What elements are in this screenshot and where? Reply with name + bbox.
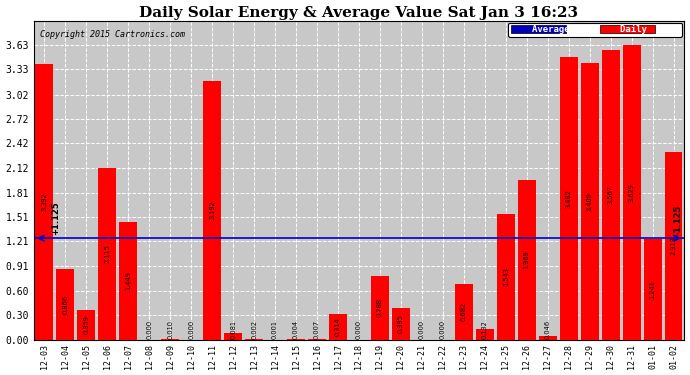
Text: 3.629: 3.629 bbox=[629, 183, 635, 202]
Bar bbox=[476, 329, 494, 340]
Bar bbox=[161, 339, 179, 340]
Title: Daily Solar Energy & Average Value Sat Jan 3 16:23: Daily Solar Energy & Average Value Sat J… bbox=[139, 6, 578, 20]
Text: 3.192: 3.192 bbox=[209, 201, 215, 219]
Text: Copyright 2015 Cartronics.com: Copyright 2015 Cartronics.com bbox=[41, 30, 186, 39]
Bar bbox=[602, 50, 620, 340]
Bar bbox=[119, 222, 137, 340]
Bar bbox=[539, 336, 557, 340]
Legend: Average  ($), Daily   ($): Average ($), Daily ($) bbox=[508, 22, 682, 37]
Text: 0.132: 0.132 bbox=[482, 320, 488, 339]
Text: 3.482: 3.482 bbox=[566, 189, 572, 208]
Text: 3.409: 3.409 bbox=[586, 192, 593, 211]
Text: 3.392: 3.392 bbox=[41, 193, 48, 211]
Bar bbox=[99, 168, 116, 340]
Text: 3.567: 3.567 bbox=[608, 185, 613, 204]
Bar bbox=[57, 269, 75, 340]
Text: 0.046: 0.046 bbox=[544, 320, 551, 339]
Text: 0.001: 0.001 bbox=[272, 320, 278, 339]
Text: 0.004: 0.004 bbox=[293, 320, 299, 339]
Text: 0.788: 0.788 bbox=[377, 298, 383, 317]
Text: 0.395: 0.395 bbox=[398, 314, 404, 333]
Text: 1.543: 1.543 bbox=[503, 267, 509, 286]
Text: 0.000: 0.000 bbox=[440, 320, 446, 339]
Text: 0.000: 0.000 bbox=[146, 320, 152, 339]
Bar bbox=[371, 276, 389, 340]
Bar bbox=[329, 314, 347, 340]
Bar bbox=[518, 180, 535, 340]
Text: 0.314: 0.314 bbox=[335, 317, 341, 336]
Text: 0.010: 0.010 bbox=[167, 320, 173, 339]
Bar bbox=[644, 239, 662, 340]
Text: 0.000: 0.000 bbox=[419, 320, 425, 339]
Bar bbox=[664, 152, 682, 340]
Text: 0.866: 0.866 bbox=[62, 295, 68, 314]
Bar bbox=[77, 310, 95, 340]
Bar bbox=[622, 45, 640, 340]
Text: 2.115: 2.115 bbox=[104, 244, 110, 263]
Bar bbox=[392, 308, 410, 340]
Bar bbox=[308, 339, 326, 340]
Text: -1.125: -1.125 bbox=[673, 204, 682, 235]
Bar bbox=[560, 57, 578, 340]
Text: 1.449: 1.449 bbox=[126, 272, 131, 290]
Bar bbox=[497, 214, 515, 340]
Text: 2.313: 2.313 bbox=[671, 236, 677, 255]
Text: 0.007: 0.007 bbox=[314, 320, 320, 339]
Text: 0.000: 0.000 bbox=[188, 320, 194, 339]
Text: 0.682: 0.682 bbox=[461, 302, 467, 321]
Text: 1.969: 1.969 bbox=[524, 251, 530, 269]
Text: 0.002: 0.002 bbox=[251, 320, 257, 339]
Text: 0.081: 0.081 bbox=[230, 320, 236, 339]
Bar bbox=[581, 63, 599, 340]
Text: 1.241: 1.241 bbox=[649, 280, 656, 298]
Bar bbox=[35, 64, 53, 340]
Bar bbox=[455, 284, 473, 340]
Text: +1.125: +1.125 bbox=[50, 201, 60, 235]
Bar bbox=[224, 333, 242, 340]
Text: 0.359: 0.359 bbox=[83, 316, 89, 334]
Text: 0.000: 0.000 bbox=[356, 320, 362, 339]
Bar bbox=[204, 81, 221, 340]
